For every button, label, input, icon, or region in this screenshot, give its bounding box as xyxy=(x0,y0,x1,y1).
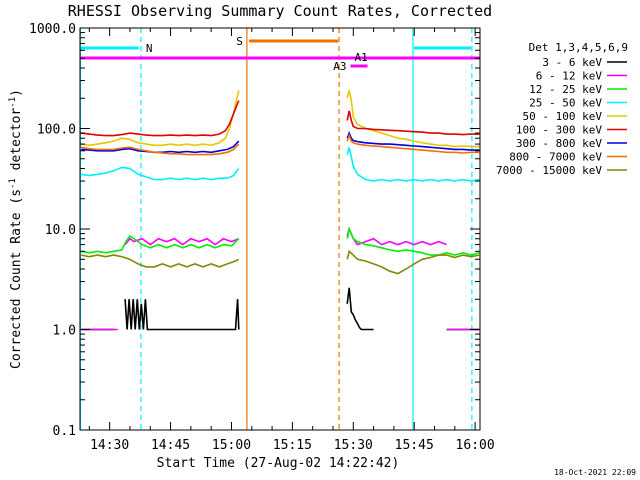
x-tick-label: 15:45 xyxy=(395,438,434,453)
series-line-7000-15000-kev xyxy=(81,254,240,268)
x-tick-label: 15:00 xyxy=(212,438,251,453)
series-line-100-300-kev xyxy=(346,110,480,136)
x-axis: 14:30 14:45 15:00 15:15 15:30 15:45 16:00 xyxy=(88,28,495,453)
y-axis-label-sup: -1 xyxy=(8,178,18,189)
series-line-800-7000-kev xyxy=(346,133,480,154)
legend-label: 6 - 12 keV xyxy=(536,70,603,83)
legend-label: 3 - 6 keV xyxy=(542,56,602,69)
legend-label: 50 - 100 keV xyxy=(523,110,603,123)
series-line-25-50-kev xyxy=(346,147,480,182)
legend-label: 800 - 7000 keV xyxy=(509,151,602,164)
series-line-12-25-kev xyxy=(346,226,480,256)
footer-date: 18-Oct-2021 22:09 xyxy=(554,468,636,477)
series-line-6-12-kev xyxy=(124,237,240,246)
y-tick-label: 1000.0 xyxy=(29,22,76,37)
series-line-50-100-kev xyxy=(81,90,240,147)
saa-label: S xyxy=(236,35,243,48)
series-line-100-300-kev xyxy=(81,100,240,137)
legend-label: 12 - 25 keV xyxy=(529,83,602,96)
plot-frame xyxy=(79,27,481,431)
chart-title: RHESSI Observing Summary Count Rates, Co… xyxy=(68,2,492,20)
attenuator-a3-label: A3 xyxy=(333,60,346,73)
x-axis-label: Start Time (27-Aug-02 14:22:42) xyxy=(157,456,400,471)
legend-title: Det 1,3,4,5,6,9 xyxy=(529,41,628,54)
series-line-3-6-kev xyxy=(124,299,240,331)
x-tick-label: 16:00 xyxy=(456,438,495,453)
series-line-3-6-kev xyxy=(346,287,374,331)
x-tick-label: 14:45 xyxy=(151,438,190,453)
x-tick-label: 15:15 xyxy=(273,438,312,453)
y-axis-label-mid: detector xyxy=(9,108,24,179)
series-line-7000-15000-kev xyxy=(346,249,480,275)
y-tick-label: 1.0 xyxy=(53,324,76,339)
x-tick-label: 15:30 xyxy=(334,438,373,453)
series-layer xyxy=(81,90,480,331)
series-line-300-800-kev xyxy=(346,130,480,151)
legend-label: 300 - 800 keV xyxy=(516,137,602,150)
y-axis-label-end: ) xyxy=(9,89,24,97)
annotation-layer: N S A1 A3 xyxy=(79,28,480,430)
y-axis-label-main: Corrected Count Rate (s xyxy=(9,189,24,369)
y-axis: 0.1 1.0 10.0 100.0 1000.0 xyxy=(29,22,480,439)
series-line-800-7000-kev xyxy=(81,143,240,156)
y-tick-label: 0.1 xyxy=(53,424,76,439)
y-tick-label: 10.0 xyxy=(45,223,76,238)
series-line-12-25-kev xyxy=(81,235,240,254)
y-axis-label: Corrected Count Rate (s-1 detector-1) xyxy=(8,89,24,369)
series-line-50-100-kev xyxy=(346,90,480,148)
series-line-25-50-kev xyxy=(81,166,240,181)
y-tick-label: 100.0 xyxy=(37,123,76,138)
night-label: N xyxy=(146,42,153,55)
legend-label: 25 - 50 keV xyxy=(529,97,602,110)
legend-label: 100 - 300 keV xyxy=(516,124,602,137)
series-line-6-12-kev xyxy=(346,226,447,246)
y-axis-label-sup2: -1 xyxy=(8,97,18,108)
attenuator-a1-label: A1 xyxy=(354,51,367,64)
legend-label: 7000 - 15000 keV xyxy=(496,164,602,177)
x-tick-label: 14:30 xyxy=(90,438,129,453)
